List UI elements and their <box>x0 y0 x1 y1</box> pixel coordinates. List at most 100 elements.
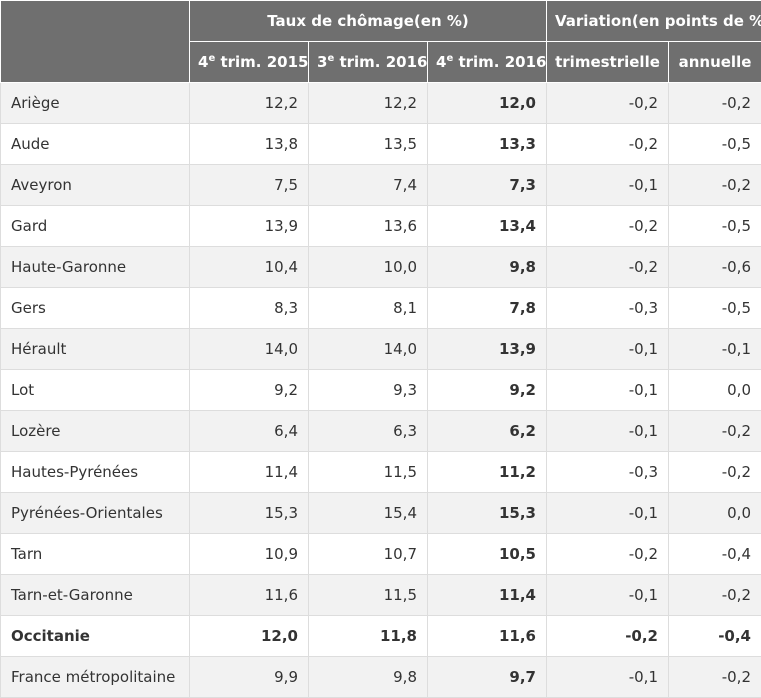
cell-q3-2016: 11,8 <box>308 615 428 657</box>
cell-territory: Occitanie <box>0 615 190 657</box>
cell-annual-variation: -0,1 <box>668 328 761 370</box>
cell-q4-2016: 13,9 <box>427 328 547 370</box>
cell-q3-2016: 13,6 <box>308 205 428 247</box>
cell-q4-2016: 13,4 <box>427 205 547 247</box>
cell-q4-2015: 13,9 <box>189 205 309 247</box>
cell-q3-2016: 11,5 <box>308 574 428 616</box>
table-row: Pyrénées-Orientales 15,3 15,4 15,3 -0,1 0,0 <box>0 492 761 534</box>
cell-quarterly-variation: -0,2 <box>546 82 669 124</box>
table-row: Haute-Garonne 10,4 10,0 9,8 -0,2 -0,6 <box>0 246 761 288</box>
cell-annual-variation: -0,2 <box>668 656 761 698</box>
cell-q4-2016: 15,3 <box>427 492 547 534</box>
cell-annual-variation: -0,2 <box>668 82 761 124</box>
cell-territory: Gers <box>0 287 190 329</box>
cell-q4-2016: 7,8 <box>427 287 547 329</box>
cell-q4-2015: 13,8 <box>189 123 309 165</box>
cell-q4-2015: 11,6 <box>189 574 309 616</box>
cell-quarterly-variation: -0,1 <box>546 369 669 411</box>
header-col-annual: annuelle <box>668 41 761 83</box>
cell-q3-2016: 6,3 <box>308 410 428 452</box>
cell-q4-2015: 6,4 <box>189 410 309 452</box>
cell-territory: Gard <box>0 205 190 247</box>
cell-territory: Pyrénées-Orientales <box>0 492 190 534</box>
cell-quarterly-variation: -0,2 <box>546 533 669 575</box>
cell-territory: Hérault <box>0 328 190 370</box>
cell-q3-2016: 12,2 <box>308 82 428 124</box>
cell-annual-variation: -0,2 <box>668 164 761 206</box>
cell-q3-2016: 13,5 <box>308 123 428 165</box>
cell-q4-2015: 15,3 <box>189 492 309 534</box>
cell-quarterly-variation: -0,1 <box>546 328 669 370</box>
cell-territory: France métropolitaine <box>0 656 190 698</box>
cell-annual-variation: -0,2 <box>668 574 761 616</box>
table-row: Gard 13,9 13,6 13,4 -0,2 -0,5 <box>0 205 761 247</box>
cell-annual-variation: -0,6 <box>668 246 761 288</box>
table-row: Gers 8,3 8,1 7,8 -0,3 -0,5 <box>0 287 761 329</box>
cell-q4-2016: 9,7 <box>427 656 547 698</box>
cell-territory: Hautes-Pyrénées <box>0 451 190 493</box>
cell-q3-2016: 8,1 <box>308 287 428 329</box>
table-row: Hérault 14,0 14,0 13,9 -0,1 -0,1 <box>0 328 761 370</box>
cell-annual-variation: -0,4 <box>668 533 761 575</box>
table-body: Ariège 12,2 12,2 12,0 -0,2 -0,2 Aude 13,8 13,5 13… <box>0 82 761 698</box>
table-row: Tarn-et-Garonne 11,6 11,5 11,4 -0,1 -0,2 <box>0 574 761 616</box>
cell-q3-2016: 10,0 <box>308 246 428 288</box>
cell-territory: Tarn-et-Garonne <box>0 574 190 616</box>
cell-q4-2016: 9,2 <box>427 369 547 411</box>
cell-q4-2015: 9,2 <box>189 369 309 411</box>
table-row: Tarn 10,9 10,7 10,5 -0,2 -0,4 <box>0 533 761 575</box>
cell-territory: Tarn <box>0 533 190 575</box>
table-row: Lozère 6,4 6,3 6,2 -0,1 -0,2 <box>0 410 761 452</box>
cell-annual-variation: -0,5 <box>668 205 761 247</box>
cell-q4-2016: 13,3 <box>427 123 547 165</box>
cell-quarterly-variation: -0,1 <box>546 574 669 616</box>
cell-q3-2016: 7,4 <box>308 164 428 206</box>
cell-territory: Lot <box>0 369 190 411</box>
cell-q4-2015: 14,0 <box>189 328 309 370</box>
cell-annual-variation: 0,0 <box>668 492 761 534</box>
cell-annual-variation: -0,2 <box>668 410 761 452</box>
table-row: Ariège 12,2 12,2 12,0 -0,2 -0,2 <box>0 82 761 124</box>
cell-territory: Haute-Garonne <box>0 246 190 288</box>
cell-annual-variation: 0,0 <box>668 369 761 411</box>
cell-q4-2015: 9,9 <box>189 656 309 698</box>
cell-q4-2016: 7,3 <box>427 164 547 206</box>
header-group-rate: Taux de chômage(en %) <box>189 0 547 42</box>
header-col-q4-2015: 4e trim. 2015 <box>189 41 309 83</box>
cell-quarterly-variation: -0,1 <box>546 164 669 206</box>
cell-q4-2016: 6,2 <box>427 410 547 452</box>
table-row: Hautes-Pyrénées 11,4 11,5 11,2 -0,3 -0,2 <box>0 451 761 493</box>
cell-territory: Aveyron <box>0 164 190 206</box>
cell-q4-2016: 11,4 <box>427 574 547 616</box>
cell-q4-2015: 12,0 <box>189 615 309 657</box>
cell-q3-2016: 10,7 <box>308 533 428 575</box>
cell-q4-2016: 10,5 <box>427 533 547 575</box>
cell-quarterly-variation: -0,1 <box>546 656 669 698</box>
header-col-q4-2016: 4e trim. 2016 <box>427 41 547 83</box>
cell-annual-variation: -0,2 <box>668 451 761 493</box>
header-corner <box>0 0 190 83</box>
cell-q4-2015: 8,3 <box>189 287 309 329</box>
cell-q4-2016: 9,8 <box>427 246 547 288</box>
cell-q4-2016: 12,0 <box>427 82 547 124</box>
table-row: Aveyron 7,5 7,4 7,3 -0,1 -0,2 <box>0 164 761 206</box>
cell-quarterly-variation: -0,2 <box>546 205 669 247</box>
cell-quarterly-variation: -0,3 <box>546 287 669 329</box>
cell-territory: Aude <box>0 123 190 165</box>
cell-q4-2015: 10,4 <box>189 246 309 288</box>
cell-q3-2016: 11,5 <box>308 451 428 493</box>
cell-q4-2015: 12,2 <box>189 82 309 124</box>
cell-territory: Ariège <box>0 82 190 124</box>
table-header: Taux de chômage(en %) Variation(en point… <box>0 0 761 83</box>
cell-q4-2015: 10,9 <box>189 533 309 575</box>
cell-q4-2016: 11,2 <box>427 451 547 493</box>
cell-quarterly-variation: -0,2 <box>546 615 669 657</box>
cell-annual-variation: -0,4 <box>668 615 761 657</box>
cell-annual-variation: -0,5 <box>668 287 761 329</box>
cell-q4-2016: 11,6 <box>427 615 547 657</box>
header-col-q3-2016: 3e trim. 2016 <box>308 41 428 83</box>
header-group-variation: Variation(en points de %) <box>546 0 761 42</box>
cell-quarterly-variation: -0,1 <box>546 410 669 452</box>
cell-q3-2016: 15,4 <box>308 492 428 534</box>
